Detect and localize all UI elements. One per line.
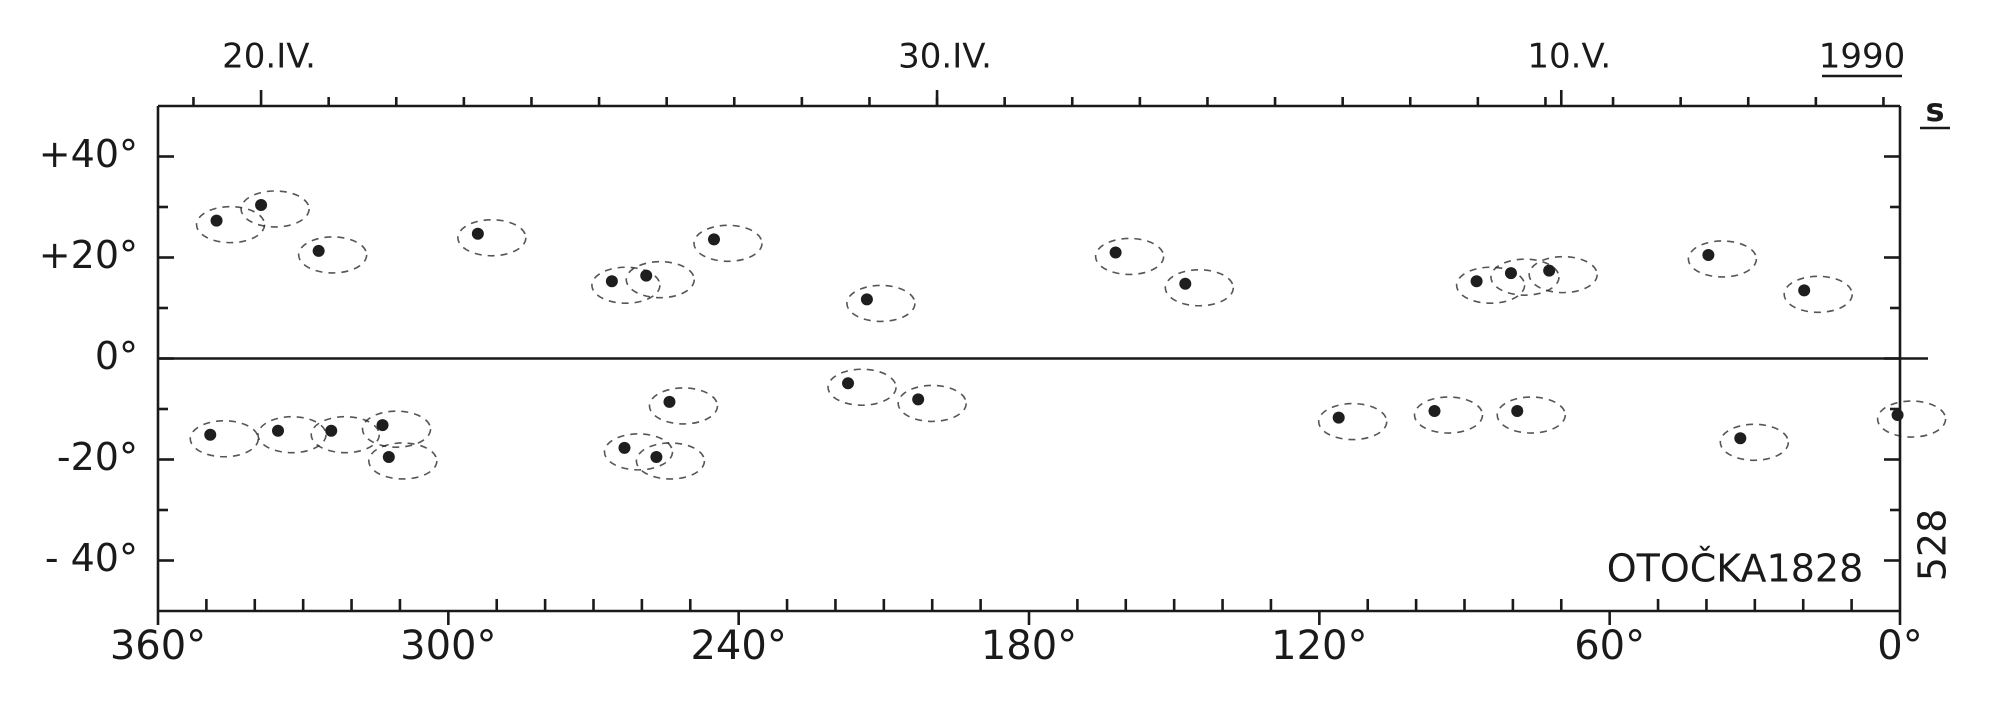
x-tick-label: 360° [110,623,206,669]
spot-penumbra [297,236,368,274]
spot [312,244,325,257]
spot-penumbra [457,218,527,257]
spot [210,214,223,227]
spot [1734,432,1747,445]
spot-penumbra [1317,402,1388,441]
y-tick-label: 0° [95,334,138,378]
spot-penumbra [1876,400,1947,438]
chart-title: OTOČKA1828 [1607,547,1864,591]
x-tick-label: 0° [1877,623,1922,669]
spot-penumbra [1413,396,1484,434]
y-tick-label: +20° [39,233,138,277]
side-label: s [1925,91,1944,129]
spot [204,428,217,441]
spot [1109,246,1122,259]
x-tick-label: 180° [981,623,1077,669]
spot-penumbra [1528,255,1598,294]
spot-penumbra [1094,237,1165,276]
spot [255,198,268,211]
spot [1504,267,1517,280]
spot-penumbra [897,384,967,423]
spot-penumbra [1164,268,1235,307]
spot [1428,405,1441,418]
spot [1511,405,1524,418]
spot-penumbra [625,260,696,299]
spot-penumbra [1496,396,1567,434]
spot [1470,275,1483,288]
spot-penumbra [368,442,438,480]
y-tick-label: +40° [39,132,138,176]
spot-penumbra [635,442,706,480]
spot-penumbra [1719,423,1790,462]
x-tick-label: 60° [1574,623,1645,669]
y-tick-label: - 40° [45,536,138,580]
spot-penumbra [257,415,327,454]
spot-penumbra [591,266,661,305]
spot [1332,411,1345,424]
spot-penumbra [310,415,381,454]
spot [650,450,663,463]
spot-penumbra [1490,258,1560,296]
spot [912,393,925,406]
year-label: 1990 [1819,37,1906,77]
spot-penumbra [1687,240,1758,278]
spot [1798,284,1811,297]
date-tick-label: 30.IV. [898,37,992,77]
spot-penumbra [846,284,916,323]
spot-penumbra [1455,266,1526,305]
spot [707,233,720,246]
spot-penumbra [693,224,763,263]
spot-penumbra [1783,275,1853,314]
spot-penumbra [827,368,897,407]
spot-penumbra [648,387,719,425]
spot [1891,409,1904,422]
spot [618,441,631,454]
spot [1543,264,1556,277]
spot [1702,248,1715,261]
spot [471,227,484,240]
spot [1179,277,1192,290]
spot [605,275,618,288]
spot [860,293,873,306]
rotation-label: 528 [1911,509,1955,582]
date-tick-label: 20.IV. [222,37,316,77]
spot [842,377,855,390]
spot-penumbra [603,433,674,471]
date-tick-label: 10.V. [1527,37,1611,77]
spot-penumbra [361,410,432,448]
spot [640,269,653,282]
spot [272,424,285,437]
spot [663,395,676,408]
x-tick-label: 120° [1271,623,1367,669]
x-tick-label: 300° [400,623,496,669]
spot-penumbra [195,205,266,244]
x-tick-label: 240° [690,623,786,669]
y-tick-label: -20° [57,435,138,479]
spot-penumbra [189,419,260,458]
spot-penumbra [240,190,310,228]
spot [325,424,338,437]
spot [382,450,395,463]
spot [376,419,389,432]
